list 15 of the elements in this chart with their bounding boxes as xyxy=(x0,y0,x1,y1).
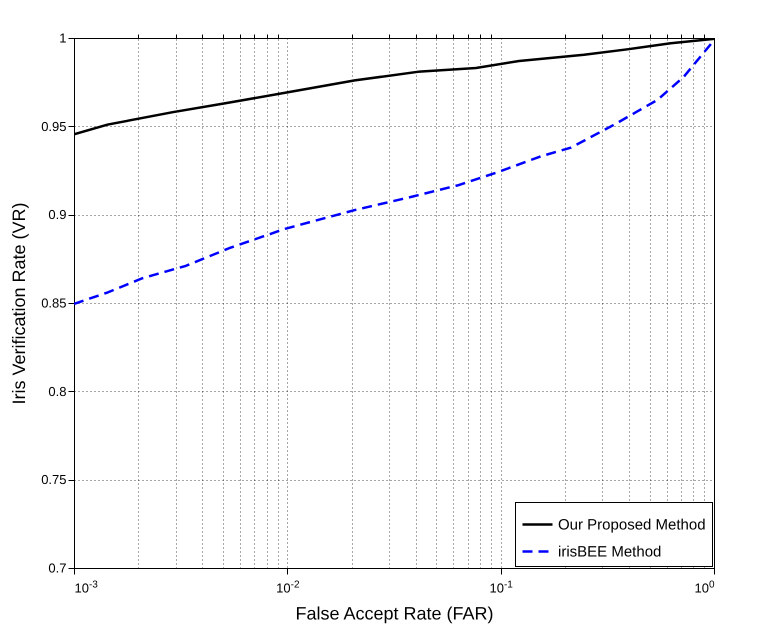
legend-label: irisBEE Method xyxy=(558,544,662,560)
y-tick-label: 0.9 xyxy=(48,207,66,222)
y-axis-title: Iris Verification Rate (VR) xyxy=(9,202,30,405)
y-tick-label: 0.75 xyxy=(41,472,66,488)
x-tick-label: 10$^{0}$ xyxy=(694,579,715,596)
y-tick-label: 0.7 xyxy=(48,560,66,576)
x-tick-label: 10$^{-3}$ xyxy=(74,579,98,596)
y-tick-label: 0.95 xyxy=(41,118,66,134)
x-axis-title: False Accept Rate (FAR) xyxy=(295,604,494,624)
y-tick-label: 0.8 xyxy=(48,384,66,399)
legend-label: Our Proposed Method xyxy=(558,516,706,534)
y-tick-label: 1 xyxy=(59,30,66,46)
x-tick-label: 10$^{-1}$ xyxy=(489,579,514,596)
y-tick-label: 0.85 xyxy=(41,296,66,310)
x-tick-label: 10$^{-2}$ xyxy=(276,579,300,596)
